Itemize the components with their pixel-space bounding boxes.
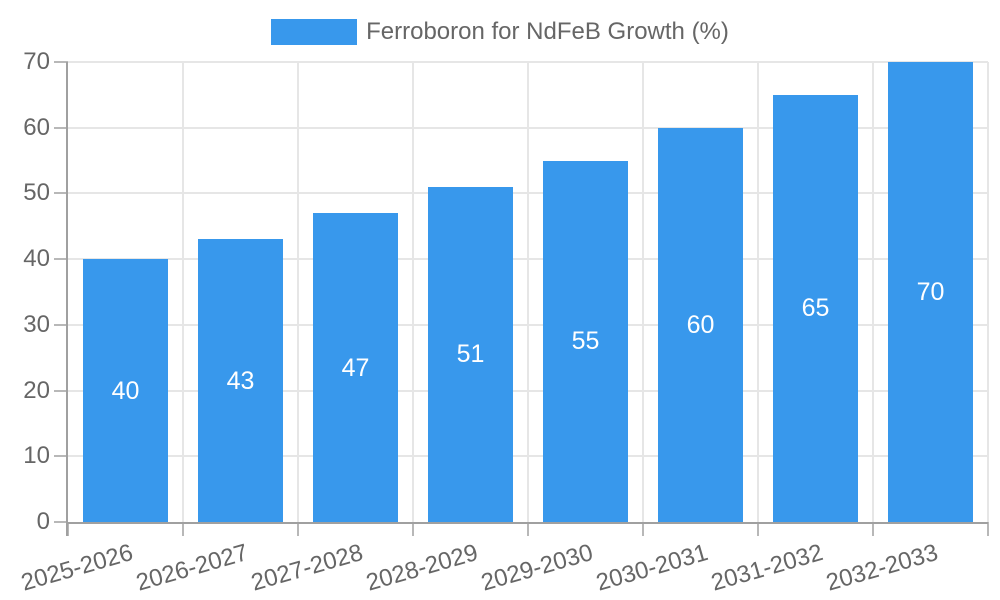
x-tick-label: 2025-2026 (17, 539, 136, 597)
bar-value-label: 40 (111, 376, 140, 405)
y-tick-mark (54, 61, 68, 63)
y-tick-label: 10 (23, 442, 50, 470)
bar[interactable] (428, 186, 513, 522)
x-tick-label: 2031-2032 (707, 539, 826, 597)
y-tick-mark (54, 126, 68, 129)
x-gridline (987, 62, 989, 522)
x-gridline (527, 62, 529, 522)
x-tick-label: 2027-2028 (247, 539, 366, 597)
y-tick-mark (54, 389, 68, 392)
x-tick-mark (182, 522, 184, 536)
x-gridline (412, 62, 414, 522)
y-axis-line (66, 62, 68, 536)
x-tick-mark (757, 522, 759, 536)
x-tick-label: 2028-2029 (362, 539, 481, 597)
x-tick-label: 2029-2030 (477, 539, 596, 597)
bar-value-label: 65 (801, 294, 830, 323)
bar-value-label: 60 (686, 310, 715, 339)
legend-swatch (271, 19, 358, 45)
legend-label: Ferroboron for NdFeB Growth (%) (366, 18, 729, 45)
x-tick-label: 2026-2027 (132, 539, 251, 597)
chart-legend[interactable]: Ferroboron for NdFeB Growth (%) (0, 18, 1000, 46)
x-tick-mark (987, 522, 989, 536)
y-tick-label: 30 (23, 310, 50, 338)
y-tick-mark (54, 521, 68, 523)
x-tick-label: 2032-2033 (822, 539, 941, 597)
bar[interactable] (543, 160, 628, 522)
bar[interactable] (658, 127, 743, 522)
y-tick-mark (54, 455, 68, 458)
x-gridline (182, 62, 184, 522)
x-tick-mark (67, 522, 69, 536)
y-tick-label: 40 (23, 245, 50, 273)
x-gridline (297, 62, 299, 522)
y-tick-label: 0 (36, 508, 50, 535)
x-tick-mark (527, 522, 529, 536)
x-tick-mark (872, 522, 874, 536)
bar-value-label: 43 (226, 366, 255, 395)
x-tick-mark (642, 522, 644, 536)
x-gridline (757, 62, 759, 522)
bar[interactable] (313, 213, 398, 522)
x-gridline (642, 62, 644, 522)
bar-value-label: 55 (571, 327, 600, 356)
y-tick-label: 60 (23, 113, 50, 141)
y-tick-label: 70 (23, 48, 50, 75)
y-tick-label: 20 (23, 376, 50, 404)
x-gridline (872, 62, 874, 522)
x-tick-mark (297, 522, 299, 536)
bar[interactable] (198, 239, 283, 522)
x-tick-label: 2030-2031 (592, 539, 711, 597)
bar-value-label: 70 (916, 278, 945, 306)
y-tick-mark (54, 323, 68, 326)
bar[interactable] (888, 62, 973, 522)
x-axis-line (66, 522, 988, 524)
y-tick-mark (54, 192, 68, 195)
bar[interactable] (773, 94, 858, 522)
y-tick-label: 50 (23, 179, 50, 207)
bar[interactable] (83, 259, 168, 522)
y-tick-mark (54, 258, 68, 261)
bar-value-label: 47 (341, 353, 370, 382)
bar-value-label: 51 (456, 340, 485, 369)
x-tick-mark (412, 522, 414, 536)
